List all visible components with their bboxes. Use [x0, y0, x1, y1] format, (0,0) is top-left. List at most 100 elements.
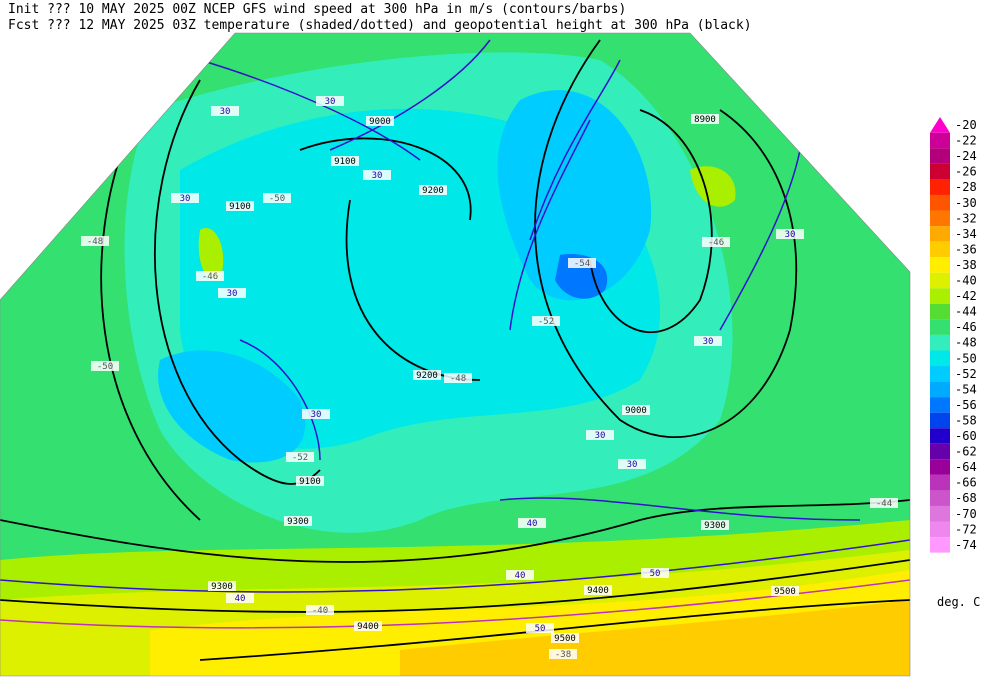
temperature-label: -52	[538, 317, 554, 327]
colorbar-label: -28	[955, 180, 977, 194]
height-label: 9200	[416, 371, 438, 381]
colorbar-cell	[930, 490, 950, 506]
colorbar-label: -68	[955, 491, 977, 505]
label-box	[518, 518, 546, 528]
wind-label: 30	[227, 289, 238, 299]
height-label: 9400	[587, 586, 609, 596]
height-label: 9300	[704, 521, 726, 531]
colorbar-cell	[930, 366, 950, 382]
colorbar-cell	[930, 132, 950, 149]
label-box	[641, 568, 669, 578]
label-box	[331, 156, 359, 166]
colorbar-label: -26	[955, 165, 977, 179]
colorbar-cell	[930, 474, 950, 491]
colorbar-cell	[930, 179, 950, 195]
temperature-label: -40	[312, 606, 328, 616]
label-box	[218, 288, 246, 298]
wind-label: 30	[372, 171, 383, 181]
wind-label: 30	[785, 230, 796, 240]
colorbar-cell	[930, 381, 950, 398]
colorbar-label: -46	[955, 320, 977, 334]
header-line: Init ??? 10 MAY 2025 00Z NCEP GFS wind s…	[8, 2, 626, 17]
height-label: 9300	[287, 517, 309, 527]
label-box	[526, 623, 554, 633]
colorbar-label: -32	[955, 211, 977, 225]
colorbar-cell	[930, 303, 950, 320]
colorbar-cell	[930, 319, 950, 335]
header-line: Fcst ??? 12 MAY 2025 03Z temperature (sh…	[8, 18, 752, 33]
colorbar-cell	[930, 537, 950, 553]
label-box	[196, 271, 224, 281]
colorbar-label: -50	[955, 351, 977, 365]
height-label: 8900	[694, 115, 716, 125]
label-box	[171, 193, 199, 203]
label-box	[549, 649, 577, 659]
colorbar-cell	[930, 521, 950, 538]
label-box	[622, 405, 650, 415]
temperature-label: -48	[450, 374, 466, 384]
wind-label: 50	[650, 569, 661, 579]
wind-label: 30	[595, 431, 606, 441]
colorbar-cell	[930, 210, 950, 227]
wind-label: 30	[703, 337, 714, 347]
colorbar-cell	[930, 505, 950, 522]
wind-label: 30	[311, 410, 322, 420]
label-box	[506, 570, 534, 580]
label-box	[568, 258, 596, 268]
label-box	[771, 586, 799, 596]
wind-label: 50	[535, 624, 546, 634]
colorbar-label: -36	[955, 242, 977, 256]
colorbar-cell	[930, 148, 950, 164]
height-label: 9400	[357, 622, 379, 632]
colorbar-cell	[930, 194, 950, 211]
label-box	[284, 516, 312, 526]
colorbar-label: -64	[955, 460, 977, 474]
label-box	[532, 316, 560, 326]
label-box	[702, 237, 730, 247]
colorbar-cell	[930, 241, 950, 258]
colorbar-label: -42	[955, 289, 977, 303]
label-box	[226, 593, 254, 603]
colorbar-label: -38	[955, 258, 977, 272]
label-box	[551, 633, 579, 643]
wind-label: 40	[527, 519, 538, 529]
label-box	[444, 373, 472, 383]
height-label: 9300	[211, 582, 233, 592]
temperature-label: -54	[574, 259, 590, 269]
colorbar-cell	[930, 334, 950, 351]
label-box	[363, 170, 391, 180]
wind-label: 30	[627, 460, 638, 470]
colorbar-label: -54	[955, 382, 977, 396]
wind-label: 40	[235, 594, 246, 604]
colorbar-label: -66	[955, 476, 977, 490]
colorbar-label: -60	[955, 429, 977, 443]
label-box	[354, 621, 382, 631]
temperature-label: -50	[97, 362, 113, 372]
colorbar-label: -20	[955, 118, 977, 132]
colorbar-cell	[930, 412, 950, 429]
height-label: 9100	[334, 157, 356, 167]
colorbar-cell	[930, 443, 950, 460]
colorbar-cell	[930, 428, 950, 444]
colorbar-label: -48	[955, 336, 977, 350]
colorbar-label: -52	[955, 367, 977, 381]
label-box	[584, 585, 612, 595]
label-box	[316, 96, 344, 106]
label-box	[208, 581, 236, 591]
wind-label: 30	[220, 107, 231, 117]
label-box	[419, 185, 447, 195]
label-box	[296, 476, 324, 486]
colorbar-cell	[930, 350, 950, 367]
map: 9000 9100 9100 9100 9200 9200 8900 9000 9300 9300…	[0, 33, 910, 676]
temperature-label: -52	[292, 453, 308, 463]
temperature-label: -48	[87, 237, 103, 247]
temperature-label: -44	[876, 499, 892, 509]
wind-label: 30	[180, 194, 191, 204]
height-label: 9500	[554, 634, 576, 644]
label-box	[618, 459, 646, 469]
label-box	[91, 361, 119, 371]
wind-label: 40	[515, 571, 526, 581]
colorbar-cell	[930, 257, 950, 273]
height-label: 9200	[422, 186, 444, 196]
colorbar-label: -24	[955, 149, 977, 163]
